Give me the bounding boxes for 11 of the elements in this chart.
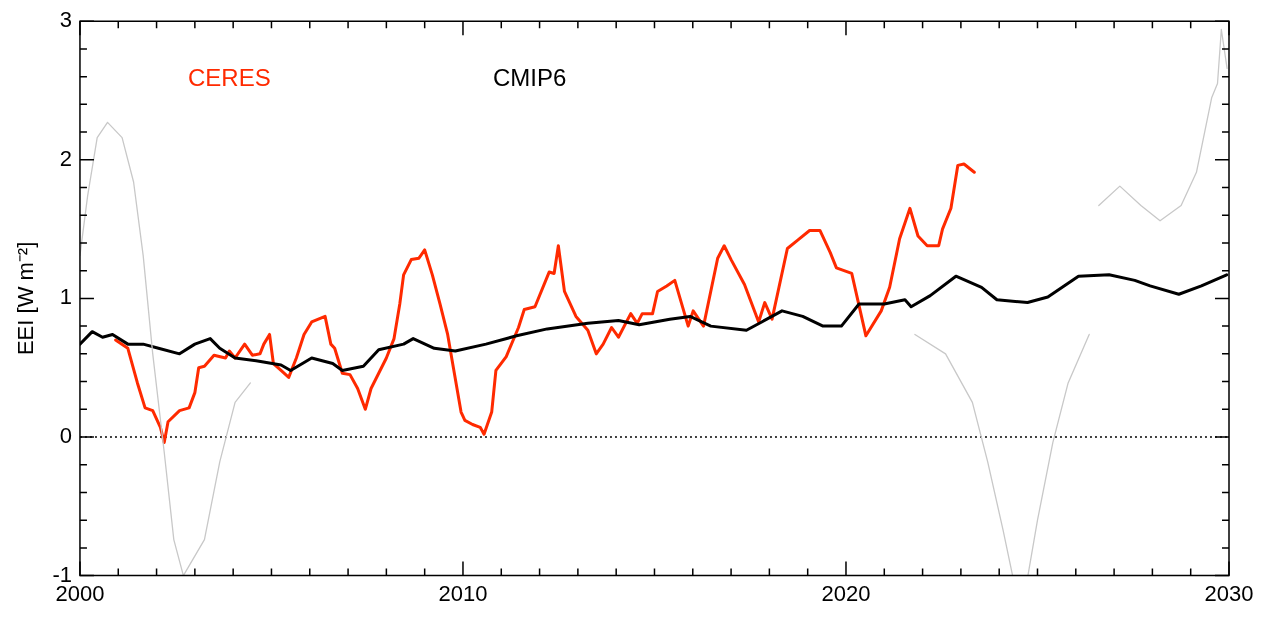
- y-axis-title: EEI [W m⁻²]: [13, 241, 39, 356]
- x-tick-label: 2030: [1204, 580, 1254, 606]
- y-tick-label: 1: [59, 284, 72, 310]
- text: CMIP6: [492, 63, 567, 91]
- x-tick-label: 2020: [821, 580, 871, 606]
- y-tick-label: 3: [59, 7, 72, 33]
- y-tick-label: 0: [59, 423, 72, 449]
- y-tick-label: 2: [59, 145, 72, 171]
- x-tick-label: 2010: [438, 580, 488, 606]
- y-tick-label: -1: [52, 561, 72, 587]
- text: CERES: [187, 63, 271, 91]
